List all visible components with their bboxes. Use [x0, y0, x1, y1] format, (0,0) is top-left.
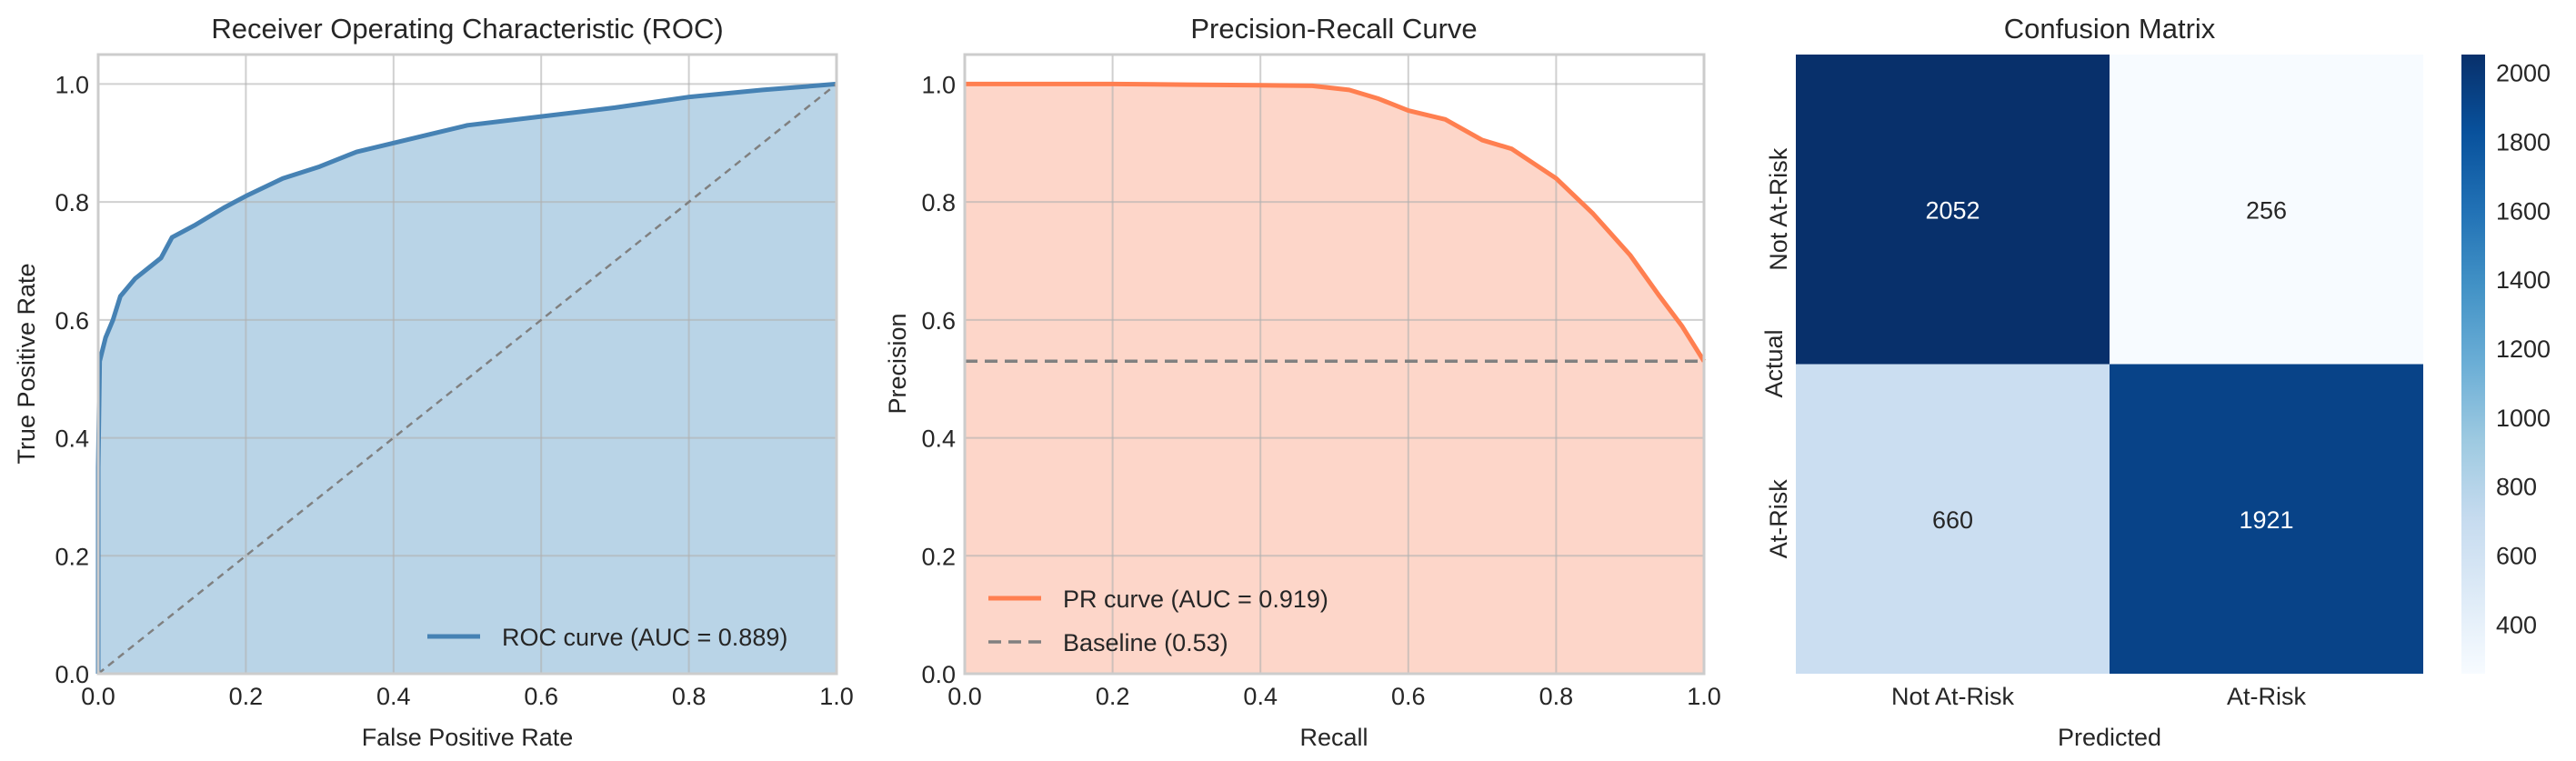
cm-colorbar-tick-label: 800 [2496, 474, 2537, 501]
pr-y-label: Precision [884, 313, 911, 414]
roc-series-curve [95, 81, 837, 674]
pr-x-label: Recall [1299, 724, 1368, 751]
pr-y-tick-label: 0.0 [921, 661, 956, 688]
confusion-matrix: Confusion Matrix Predicted Actual 2052 25… [1760, 13, 2551, 751]
roc-y-tick-label: 0.6 [55, 307, 89, 335]
pr-legend-label: Baseline (0.53) [1063, 629, 1228, 656]
roc-x-tick-label: 0.2 [229, 683, 264, 710]
pr-x-tick-label: 0.6 [1391, 683, 1426, 710]
pr-area-fill [965, 84, 1704, 674]
cm-colorbar-tick-label: 2000 [2496, 60, 2551, 87]
cm-colorbar-tick-label: 1600 [2496, 197, 2551, 225]
pr-x-tick-label: 0.2 [1096, 683, 1130, 710]
pr-x-tick-label: 0.4 [1243, 683, 1278, 710]
cm-colorbar-tick-label: 400 [2496, 611, 2537, 638]
cm-colorbar [2461, 55, 2485, 674]
roc-title: Receiver Operating Characteristic (ROC) [211, 13, 723, 45]
cm-cell [2110, 364, 2423, 674]
cm-cell [1796, 55, 2110, 365]
cm-colorbar-tick-label: 1800 [2496, 129, 2551, 156]
pr-y-tick-label: 0.6 [921, 307, 956, 335]
roc-y-tick-label: 0.0 [55, 661, 89, 688]
cm-colorbar-tick-label: 1200 [2496, 335, 2551, 363]
cm-y-tick-label: At-Risk [1765, 479, 1792, 558]
cm-x-tick-label: At-Risk [2227, 683, 2306, 710]
cm-cell-value: 1921 [2239, 506, 2293, 534]
cm-cell-value: 256 [2246, 196, 2287, 224]
cm-cell [1796, 364, 2110, 674]
roc-y-tick-label: 0.8 [55, 189, 89, 216]
roc-y-tick-label: 0.2 [55, 543, 89, 570]
pr-title: Precision-Recall Curve [1190, 13, 1477, 45]
roc-y-tick-label: 0.4 [55, 426, 89, 453]
roc-series-baseline [97, 83, 837, 675]
cm-x-tick-label: Not At-Risk [1891, 683, 2015, 710]
cm-title: Confusion Matrix [2004, 13, 2216, 45]
cm-cell-value: 660 [1932, 506, 1973, 534]
roc-x-tick-label: 0.4 [376, 683, 411, 710]
roc-chart: Receiver Operating Characteristic (ROC) … [13, 13, 854, 751]
pr-y-tick-label: 0.2 [921, 543, 956, 570]
pr-axes-frame [963, 53, 1706, 676]
pr-x-tick-label: 0.8 [1539, 683, 1574, 710]
roc-x-label: False Positive Rate [362, 724, 574, 751]
roc-x-tick-label: 0.6 [524, 683, 558, 710]
pr-x-tick-label: 1.0 [1687, 683, 1721, 710]
cm-cell-value: 2052 [1925, 196, 1980, 224]
roc-y-tick-label: 1.0 [55, 71, 89, 98]
cm-colorbar-tick-label: 1400 [2496, 266, 2551, 294]
cm-x-label: Predicted [2058, 724, 2161, 751]
cm-colorbar-tick-label: 600 [2496, 543, 2537, 570]
cm-y-tick-label: Not At-Risk [1765, 147, 1792, 271]
pr-series-curve [965, 81, 1707, 363]
roc-x-tick-label: 0.0 [81, 683, 115, 710]
roc-y-label: True Positive Rate [13, 263, 40, 464]
cm-y-label: Actual [1760, 329, 1788, 397]
roc-axes-frame [96, 53, 838, 676]
pr-chart: Precision-Recall Curve Recall Precision … [884, 13, 1721, 751]
pr-y-tick-label: 0.4 [921, 426, 956, 453]
pr-legend-label: PR curve (AUC = 0.919) [1063, 586, 1328, 613]
pr-y-tick-label: 0.8 [921, 189, 956, 216]
roc-x-tick-label: 0.8 [672, 683, 707, 710]
roc-x-tick-label: 1.0 [819, 683, 854, 710]
pr-x-tick-label: 0.0 [947, 683, 982, 710]
roc-legend-label: ROC curve (AUC = 0.889) [502, 624, 787, 651]
cm-cell [2110, 55, 2423, 365]
pr-y-tick-label: 1.0 [921, 71, 956, 98]
cm-colorbar-tick-label: 1000 [2496, 405, 2551, 432]
